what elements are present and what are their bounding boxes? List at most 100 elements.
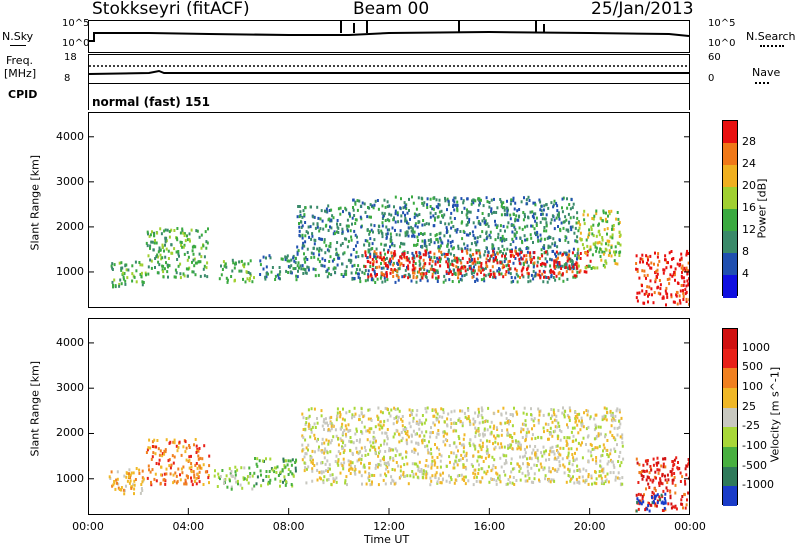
velocity-cell [337,437,339,441]
velocity-cell [125,484,127,488]
velocity-cell [568,459,571,463]
velocity-cell [398,432,400,436]
power-cell [565,218,568,222]
power-cell [553,259,556,263]
power-cell [595,246,598,250]
velocity-cell [505,461,508,465]
power-cell [232,261,235,265]
power-cell [475,251,478,255]
velocity-cell [139,491,142,495]
power-cell [499,224,502,228]
power-cell [486,222,489,226]
velocity-cell [611,434,614,437]
velocity-cell [431,459,434,463]
velocity-cell [618,455,621,459]
velocity-cell [656,468,659,472]
power-cell [427,238,430,242]
power-cell [280,257,283,261]
power-cell [545,276,548,279]
velocity-cell [277,474,280,477]
power-cell [636,299,639,303]
velocity-cell [599,474,602,478]
power-cell [592,242,595,246]
velocity-cell [601,415,604,419]
power-cell [439,260,442,263]
velocity-cell [243,466,246,470]
velocity-cell [201,457,204,461]
velocity-cell [481,476,484,480]
power-cell [191,260,193,264]
velocity-cell [324,417,327,421]
power-cell [308,235,311,239]
velocity-cell [618,408,621,412]
power-cell [122,275,125,279]
power-cell [507,221,510,225]
power-cell [458,271,461,275]
power-cell [684,269,687,272]
power-cell [519,236,522,240]
power-cell [501,206,504,210]
power-cell [476,216,479,220]
velocity-cell [307,443,310,447]
velocity-cell [579,469,582,473]
power-colorbar-swatch [723,275,737,298]
power-cell [534,203,537,207]
power-cell [682,295,685,298]
power-cell [399,229,402,233]
power-cell [524,215,526,219]
power-cell [533,263,535,267]
power-cell [367,248,370,252]
power-cell [168,264,171,268]
power-cell [654,251,656,255]
velocity-cell [141,480,144,484]
velocity-cell [207,474,210,477]
velocity-cell [493,434,495,438]
velocity-cell [377,423,380,427]
power-cell [251,280,254,284]
power-cell [645,290,648,293]
power-cell [385,271,388,274]
power-cell [342,210,344,214]
velocity-cell [437,429,440,432]
velocity-cell [123,492,126,496]
power-cell [513,234,516,238]
power-cell [586,213,589,217]
power-cell [571,270,574,274]
power-cell [304,206,307,210]
velocity-cell [324,462,327,466]
velocity-cell [367,429,369,433]
power-cell [364,279,367,283]
power-cell [538,257,541,260]
power-cell [474,262,477,266]
power-cell [165,247,168,251]
power-cell [491,243,494,247]
velocity-cell [523,406,526,410]
power-cell [647,300,649,304]
power-cell [462,199,465,203]
velocity-cell [640,502,643,506]
velocity-colorbar-tick: 1000 [742,340,770,354]
power-cell [320,263,323,267]
power-cell [446,262,449,266]
velocity-cell [313,464,316,467]
velocity-cell [637,507,640,511]
power-cell [423,201,426,205]
velocity-cell [534,451,537,455]
power-cell [392,275,395,278]
power-cell [408,197,410,201]
power-cell [302,209,305,213]
velocity-cell [474,435,477,439]
power-cell [447,199,450,203]
velocity-cell [375,439,377,443]
velocity-cell [506,482,509,486]
velocity-cell [576,416,579,420]
power-cell [480,262,483,265]
power-cell [531,224,534,228]
velocity-cell [172,440,175,444]
power-cell [658,259,661,263]
velocity-cell [360,446,363,450]
velocity-cell [557,455,560,459]
velocity-cell [163,472,166,476]
velocity-cell [308,426,311,430]
power-cell [366,239,369,243]
